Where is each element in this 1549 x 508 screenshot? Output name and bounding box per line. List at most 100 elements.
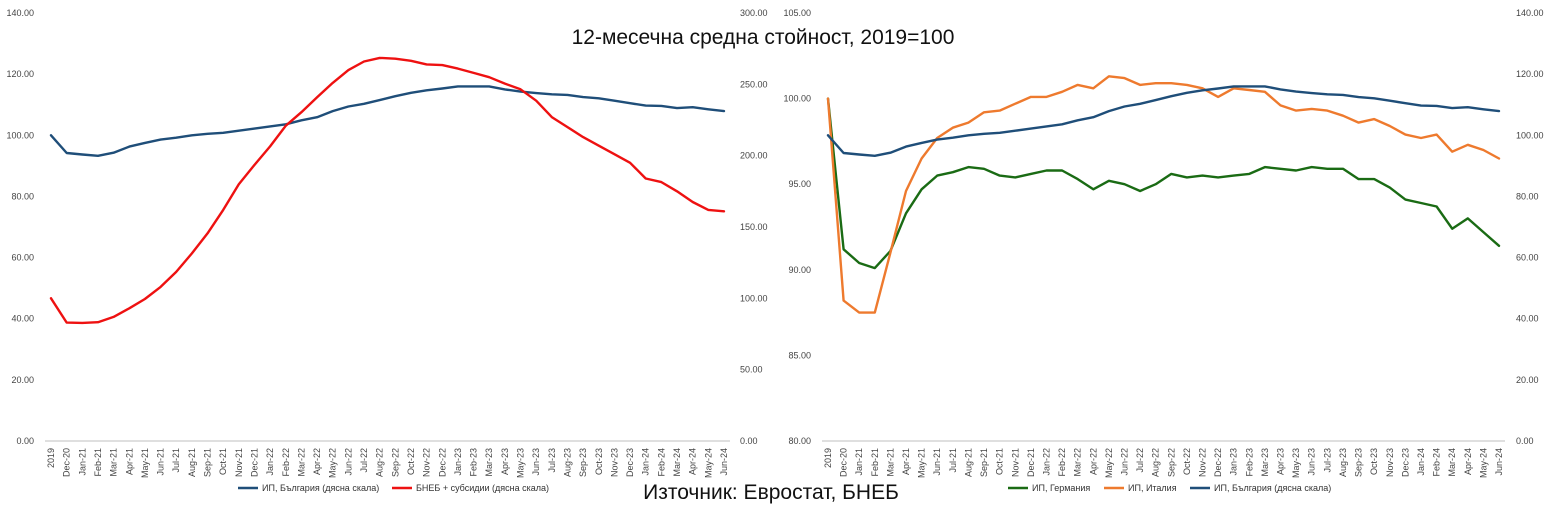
- x-axis-tick-label: Dec-22: [1213, 448, 1223, 477]
- series-line-bulgaria: [49, 85, 726, 158]
- x-axis-tick-label: Nov-22: [422, 448, 432, 477]
- x-axis-tick-label: May-22: [328, 448, 338, 478]
- left-axis-tick-label: 100.00: [783, 94, 811, 104]
- x-axis-tick-label: Dec-21: [249, 448, 259, 477]
- x-axis-tick-label: 2019: [823, 448, 833, 468]
- left-axis-tick-label: 20.00: [11, 375, 34, 385]
- left-axis-tick-label: 100.00: [6, 130, 34, 140]
- x-axis-tick-label: Apr-21: [124, 448, 134, 475]
- series-line-bulgaria: [826, 85, 1501, 158]
- left-axis-tick-label: 0.00: [16, 436, 34, 446]
- x-axis-tick-label: Jan-22: [1041, 448, 1051, 476]
- x-axis-tick-label: Jul-21: [171, 448, 181, 473]
- x-axis-tick-label: Mar-21: [109, 448, 119, 477]
- right-axis-tick-label: 100.00: [740, 293, 768, 303]
- chart-right: 80.00 85.00 90.00 95.00 100.00 105.00 0.00 20.0…: [783, 8, 1543, 493]
- x-axis-tick-label: Dec-20: [62, 448, 72, 477]
- x-axis-tick-label: Jan-22: [265, 448, 275, 476]
- x-axis-tick-label: Nov-22: [1198, 448, 1208, 477]
- x-axis-tick-label: Jun-23: [531, 448, 541, 476]
- source-note: Източник: Евростат, БНЕБ: [643, 481, 899, 504]
- x-axis-tick-label: Jul-22: [359, 448, 369, 473]
- left-axis-tick-label: 90.00: [788, 265, 811, 275]
- x-axis-tick-label: 2019: [46, 448, 56, 468]
- right-axis-tick-label: 200.00: [740, 151, 768, 161]
- x-axis-tick-label: Feb-22: [1057, 448, 1067, 477]
- x-axis-tick-label: Jul-22: [1135, 448, 1145, 473]
- x-axis-tick-label: Jul-23: [1322, 448, 1332, 473]
- x-axis-tick-label: May-21: [140, 448, 150, 478]
- x-axis-tick-label: Nov-23: [1385, 448, 1395, 477]
- chart-left: 0.00 20.00 40.00 60.00 80.00 100.00 120.00 140.…: [6, 8, 767, 493]
- x-axis-tick-label: May-24: [1478, 448, 1488, 478]
- x-axis-tick-label: Jun-22: [1119, 448, 1129, 476]
- left-axis-tick-label: 120.00: [6, 69, 34, 79]
- x-axis-tick-label: Sep-22: [390, 448, 400, 477]
- x-axis-tick-label: May-21: [917, 448, 927, 478]
- x-axis-tick-label: Sep-23: [578, 448, 588, 477]
- x-axis-tick-label: Mar-24: [1447, 448, 1457, 477]
- right-axis-tick-label: 100.00: [1516, 130, 1544, 140]
- x-axis-tick-label: Mar-23: [1260, 448, 1270, 477]
- x-axis-tick-label: Feb-22: [281, 448, 291, 477]
- right-axis-tick-label: 60.00: [1516, 253, 1539, 263]
- x-axis-tick-label: Aug-23: [1338, 448, 1348, 477]
- x-axis-tick-label: Sep-23: [1354, 448, 1364, 477]
- right-axis-tick-label: 80.00: [1516, 191, 1539, 201]
- x-axis-tick-label: Feb-23: [1244, 448, 1254, 477]
- x-axis-tick-label: Jan-23: [453, 448, 463, 476]
- right-axis-tick-label: 140.00: [1516, 8, 1544, 18]
- left-axis-tick-label: 40.00: [11, 314, 34, 324]
- x-axis-tick-label: Feb-21: [870, 448, 880, 477]
- x-axis-tick-label: May-23: [516, 448, 526, 478]
- x-axis-tick-label: Aug-22: [1151, 448, 1161, 477]
- left-axis-tick-label: 80.00: [11, 191, 34, 201]
- x-axis-tick-label: Aug-23: [562, 448, 572, 477]
- x-axis-tick-label: Jul-21: [948, 448, 958, 473]
- left-axis-tick-label: 95.00: [788, 179, 811, 189]
- x-axis-tick-label: May-22: [1104, 448, 1114, 478]
- legend-label-italy: ИП, Италия: [1128, 483, 1177, 493]
- series-line-germany: [826, 97, 1501, 270]
- right-axis-tick-label: 20.00: [1516, 375, 1539, 385]
- series-line-italy: [826, 75, 1501, 314]
- x-axis-tick-label: Sep-21: [203, 448, 213, 477]
- x-axis-tick-label: Mar-21: [885, 448, 895, 477]
- x-axis-tick-label: Apr-22: [1088, 448, 1098, 475]
- legend-label-bulgaria: ИП, България (дясна скала): [262, 483, 379, 493]
- x-axis-tick-label: Jan-21: [77, 448, 87, 476]
- x-axis-tick-label: Jan-24: [1416, 448, 1426, 476]
- x-axis-tick-label: Mar-24: [672, 448, 682, 477]
- legend-label-bneb: БНЕБ + субсидии (дясна скала): [416, 483, 549, 493]
- left-axis-tick-label: 60.00: [11, 253, 34, 263]
- x-axis-tick-label: Apr-24: [688, 448, 698, 475]
- x-axis-tick-label: Sep-22: [1166, 448, 1176, 477]
- x-axis-tick-label: Oct-21: [995, 448, 1005, 475]
- x-axis-tick-label: Dec-23: [625, 448, 635, 477]
- right-axis-tick-label: 0.00: [1516, 436, 1534, 446]
- x-axis-tick-label: Feb-23: [469, 448, 479, 477]
- x-axis-tick-label: Sep-21: [979, 448, 989, 477]
- x-axis-tick-label: Dec-23: [1400, 448, 1410, 477]
- x-axis-tick-label: Aug-21: [963, 448, 973, 477]
- x-axis-tick-label: Dec-21: [1026, 448, 1036, 477]
- x-axis-tick-label: Apr-22: [312, 448, 322, 475]
- x-axis-tick-label: Mar-23: [484, 448, 494, 477]
- x-axis-tick-label: Feb-21: [93, 448, 103, 477]
- right-axis-tick-label: 50.00: [740, 365, 763, 375]
- x-axis-tick-label: Feb-24: [1432, 448, 1442, 477]
- x-axis-tick-label: Nov-23: [609, 448, 619, 477]
- x-axis-tick-label: Jun-21: [156, 448, 166, 476]
- x-axis-tick-label: Oct-21: [218, 448, 228, 475]
- x-axis-tick-label: May-24: [703, 448, 713, 478]
- left-axis-tick-label: 80.00: [788, 436, 811, 446]
- x-axis-tick-label: May-23: [1291, 448, 1301, 478]
- x-axis-tick-label: Dec-22: [437, 448, 447, 477]
- x-axis-tick-label: Aug-22: [375, 448, 385, 477]
- x-axis-tick-label: Jun-21: [932, 448, 942, 476]
- left-axis-tick-label: 105.00: [783, 8, 811, 18]
- x-axis-tick-label: Oct-23: [594, 448, 604, 475]
- x-axis-tick-label: Jan-21: [854, 448, 864, 476]
- x-axis-tick-label: Apr-23: [500, 448, 510, 475]
